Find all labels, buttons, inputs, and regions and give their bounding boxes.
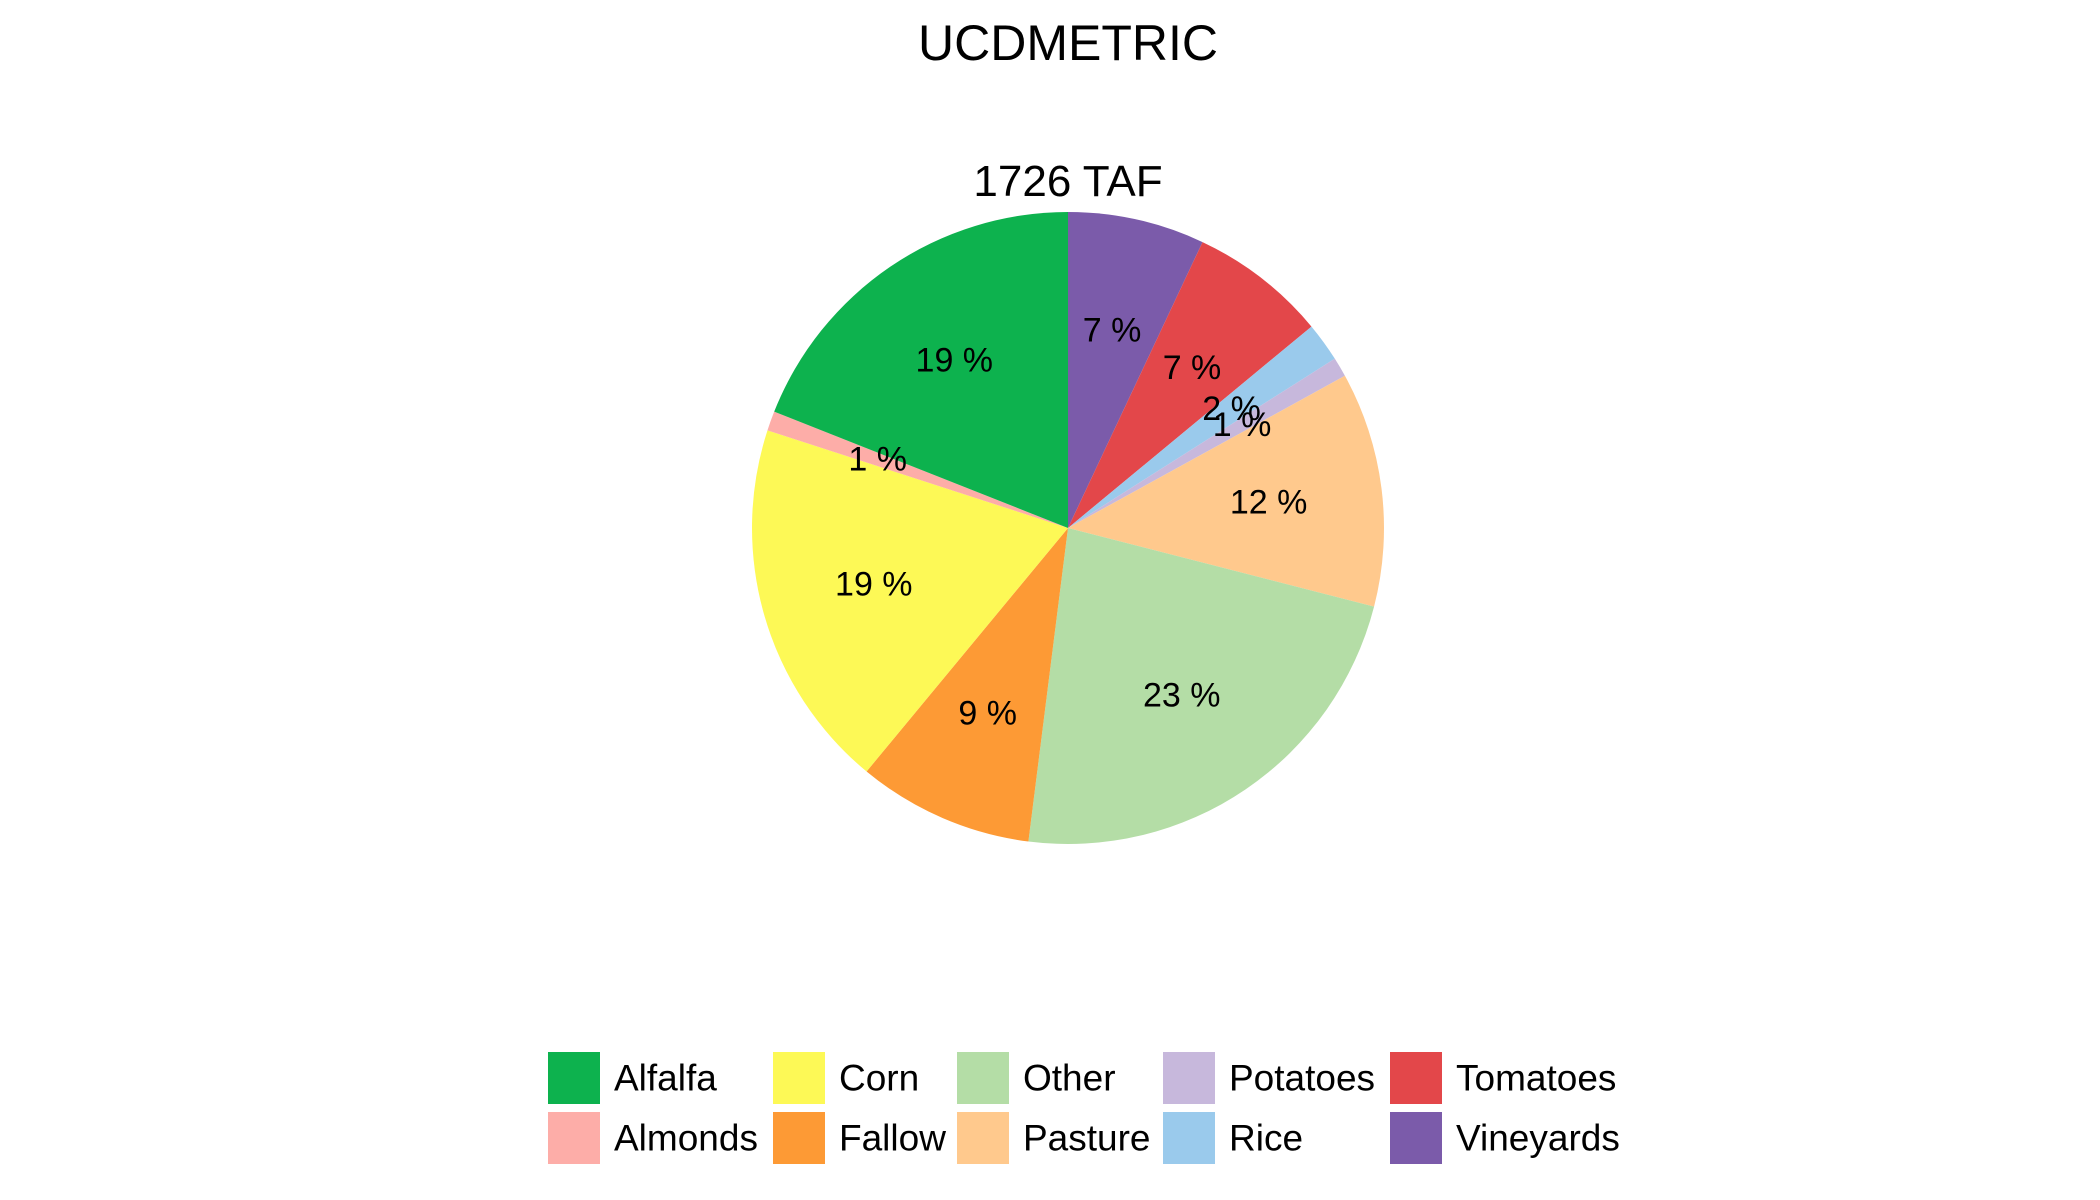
legend: Alfalfa Almonds Corn Fallow Other Pasture Pota… <box>548 1052 1620 1164</box>
legend-swatch-almonds <box>548 1112 600 1164</box>
slice-label-rice: 2 % <box>1202 390 1261 428</box>
legend-label-fallow: Fallow <box>839 1118 946 1159</box>
legend-label-vineyards: Vineyards <box>1456 1118 1620 1159</box>
slice-label-corn: 19 % <box>835 565 913 603</box>
legend-swatch-vineyards <box>1390 1112 1442 1164</box>
slice-label-pasture: 12 % <box>1230 484 1308 522</box>
legend-item-tomatoes: Tomatoes <box>1390 1052 1616 1104</box>
pie-slice-corn <box>752 430 1068 772</box>
pie-slice-potatoes <box>1068 358 1345 528</box>
legend-swatch-rice <box>1163 1112 1215 1164</box>
legend-label-almonds: Almonds <box>614 1118 758 1159</box>
slice-label-vineyards: 7 % <box>1083 312 1142 350</box>
pie-slices <box>752 211 1384 845</box>
pie-slice-almonds <box>767 411 1068 528</box>
pie-slice-alfalfa <box>774 212 1068 528</box>
legend-swatch-tomatoes <box>1390 1052 1442 1104</box>
pie-slice-pasture <box>1068 375 1384 607</box>
slice-label-other: 23 % <box>1143 676 1221 714</box>
pie-slice-labels: 7 %7 %2 %1 %12 %23 %9 %19 %1 %19 % <box>835 312 1307 733</box>
legend-item-potatoes: Potatoes <box>1163 1052 1375 1104</box>
slice-label-fallow: 9 % <box>958 695 1017 733</box>
legend-item-alfalfa: Alfalfa <box>548 1052 717 1104</box>
legend-label-rice: Rice <box>1229 1118 1303 1159</box>
legend-label-other: Other <box>1023 1058 1116 1099</box>
legend-swatch-pasture <box>957 1112 1009 1164</box>
legend-item-corn: Corn <box>773 1052 919 1104</box>
pie-slice-vineyards <box>1068 211 1203 528</box>
pie-slice-other <box>1028 528 1375 845</box>
legend-swatch-potatoes <box>1163 1052 1215 1104</box>
legend-item-rice: Rice <box>1163 1112 1303 1164</box>
legend-label-corn: Corn <box>839 1058 919 1099</box>
legend-item-almonds: Almonds <box>548 1112 758 1164</box>
legend-item-vineyards: Vineyards <box>1390 1112 1620 1164</box>
pie-slice-rice <box>1068 326 1335 528</box>
legend-label-alfalfa: Alfalfa <box>614 1058 717 1099</box>
chart-title: UCDMETRIC <box>918 15 1218 71</box>
pie-slice-fallow <box>866 528 1068 842</box>
chart-subtitle: 1726 TAF <box>973 157 1162 206</box>
legend-item-fallow: Fallow <box>773 1112 946 1164</box>
legend-label-pasture: Pasture <box>1023 1118 1151 1159</box>
slice-label-tomatoes: 7 % <box>1163 349 1222 387</box>
legend-swatch-corn <box>773 1052 825 1104</box>
slice-label-alfalfa: 19 % <box>916 342 994 380</box>
pie-slice-tomatoes <box>1068 242 1312 528</box>
legend-swatch-fallow <box>773 1112 825 1164</box>
slice-label-almonds: 1 % <box>848 441 907 479</box>
legend-label-tomatoes: Tomatoes <box>1456 1058 1616 1099</box>
legend-swatch-alfalfa <box>548 1052 600 1104</box>
legend-item-other: Other <box>957 1052 1116 1104</box>
legend-swatch-other <box>957 1052 1009 1104</box>
legend-item-pasture: Pasture <box>957 1112 1151 1164</box>
slice-label-potatoes: 1 % <box>1213 406 1272 444</box>
legend-label-potatoes: Potatoes <box>1229 1058 1375 1099</box>
